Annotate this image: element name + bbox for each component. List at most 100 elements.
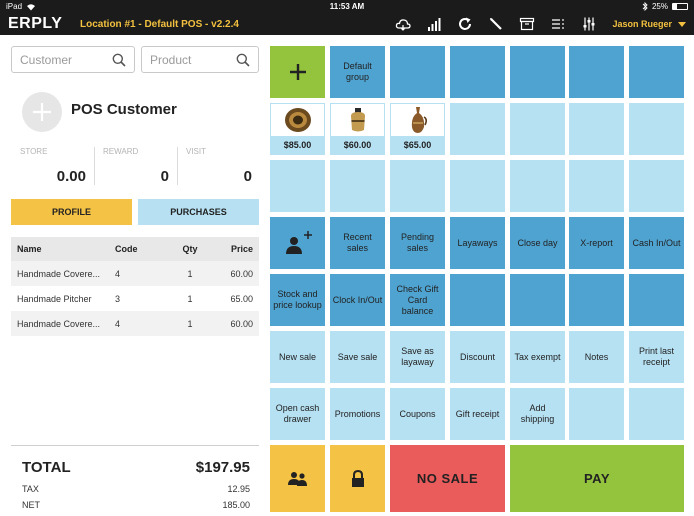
customer-search[interactable]	[11, 46, 135, 73]
stock-lookup-button[interactable]: Stock and price lookup	[270, 274, 325, 326]
table-row[interactable]: Handmade Pitcher 3 1 65.00	[11, 286, 259, 311]
product-tile-jar[interactable]: $60.00	[330, 103, 385, 155]
col-code: Code	[109, 237, 169, 261]
app-header: ERPLY Location #1 - Default POS - v2.2.4	[0, 13, 694, 35]
settings-icon[interactable]	[580, 15, 598, 33]
net-label: NET	[22, 500, 40, 510]
promotions-button[interactable]: Promotions	[330, 388, 385, 440]
tax-label: TAX	[22, 484, 39, 494]
archive-icon[interactable]	[518, 15, 536, 33]
lock-icon	[351, 469, 364, 487]
empty-tile	[510, 103, 565, 155]
visit-label: VISIT	[186, 147, 207, 156]
new-sale-button[interactable]: New sale	[270, 331, 325, 383]
save-layaway-button[interactable]: Save as layaway	[390, 331, 445, 383]
total-row: TOTAL $197.95	[22, 459, 250, 476]
refresh-icon[interactable]	[456, 15, 474, 33]
ios-status-bar: iPad 11:53 AM 25%	[0, 0, 694, 13]
empty-tile	[629, 388, 684, 440]
list-icon[interactable]	[549, 15, 567, 33]
tax-exempt-button[interactable]: Tax exempt	[510, 331, 565, 383]
product-search-input[interactable]	[150, 52, 236, 67]
row-code: 4	[109, 261, 169, 286]
divider	[11, 445, 259, 446]
total-label: TOTAL	[22, 459, 71, 476]
row-price: 65.00	[230, 293, 253, 304]
empty-tile	[569, 388, 624, 440]
row-price: 60.00	[211, 311, 259, 336]
function-grid: Default group $85.00 $60.00 $65.00	[270, 46, 686, 512]
empty-tile	[450, 46, 505, 98]
reward-points: REWARD 0	[94, 147, 177, 185]
product-search[interactable]	[141, 46, 259, 73]
row-name: Handmade Covere...	[11, 311, 109, 336]
chevron-down-icon	[678, 21, 686, 27]
table-row[interactable]: Handmade Covere... 4 1 60.00	[11, 261, 259, 286]
add-customer-button[interactable]	[270, 217, 325, 269]
clock-in-out-button[interactable]: Clock In/Out	[330, 274, 385, 326]
pay-button[interactable]: PAY	[510, 445, 684, 512]
erply-logo: ERPLY	[8, 15, 63, 32]
add-shipping-button[interactable]: Add shipping	[510, 388, 565, 440]
battery-icon	[672, 3, 688, 10]
tax-row: TAX 12.95	[22, 484, 250, 494]
recent-sales-button[interactable]: Recent sales	[330, 217, 385, 269]
search-icon[interactable]	[236, 53, 250, 67]
empty-tile	[510, 160, 565, 212]
user-name: Jason Rueger	[612, 19, 672, 29]
pitcher-icon	[391, 104, 444, 136]
col-name: Name	[11, 237, 109, 261]
empty-tile	[510, 274, 565, 326]
purchases-button[interactable]: PURCHASES	[138, 199, 259, 225]
open-cash-drawer-button[interactable]: Open cash drawer	[270, 388, 325, 440]
add-product-button[interactable]	[270, 46, 325, 98]
row-name: Handmade Pitcher	[17, 293, 92, 304]
empty-tile	[569, 103, 624, 155]
coupons-button[interactable]: Coupons	[390, 388, 445, 440]
profile-button[interactable]: PROFILE	[11, 199, 132, 225]
cart-header-row: Name Code Qty Price	[11, 237, 259, 261]
x-report-button[interactable]: X-report	[569, 217, 624, 269]
cash-in-out-button[interactable]: Cash In/Out	[629, 217, 684, 269]
customer-search-input[interactable]	[20, 52, 112, 67]
lock-button[interactable]	[330, 445, 385, 512]
reward-label: REWARD	[103, 147, 139, 156]
signal-icon[interactable]	[425, 15, 443, 33]
cloud-icon[interactable]	[394, 15, 412, 33]
notes-button[interactable]: Notes	[569, 331, 624, 383]
search-icon[interactable]	[112, 53, 126, 67]
edit-icon[interactable]	[487, 15, 505, 33]
row-code: 4	[109, 311, 169, 336]
default-group-button[interactable]: Default group	[330, 46, 385, 98]
product-tile-pitcher[interactable]: $65.00	[390, 103, 445, 155]
close-day-button[interactable]: Close day	[510, 217, 565, 269]
jar-icon	[331, 104, 384, 136]
pending-sales-button[interactable]: Pending sales	[390, 217, 445, 269]
user-menu[interactable]: Jason Rueger	[612, 19, 686, 29]
cart-table: Name Code Qty Price Handmade Covere... 4…	[11, 237, 259, 336]
gift-receipt-button[interactable]: Gift receipt	[450, 388, 505, 440]
row-name: Handmade Covere...	[11, 261, 109, 286]
plus-icon	[289, 64, 306, 80]
col-price: Price	[211, 237, 259, 261]
print-receipt-button[interactable]: Print last receipt	[629, 331, 684, 383]
total-value: $197.95	[195, 459, 250, 476]
customers-button[interactable]	[270, 445, 325, 512]
plate-icon	[271, 104, 324, 136]
layaways-button[interactable]: Layaways	[450, 217, 505, 269]
empty-tile	[629, 160, 684, 212]
discount-button[interactable]: Discount	[450, 331, 505, 383]
avatar[interactable]	[22, 92, 62, 132]
product-tile-plate[interactable]: $85.00	[270, 103, 325, 155]
empty-tile	[450, 274, 505, 326]
users-icon	[287, 471, 307, 486]
add-user-icon	[285, 231, 312, 254]
gift-card-balance-button[interactable]: Check Gift Card balance	[390, 274, 445, 326]
table-row[interactable]: Handmade Covere... 4 1 60.00	[11, 311, 259, 336]
battery-percent: 25%	[651, 2, 668, 11]
empty-tile	[569, 46, 624, 98]
save-sale-button[interactable]: Save sale	[330, 331, 385, 383]
no-sale-button[interactable]: NO SALE	[390, 445, 505, 512]
row-code: 3	[115, 293, 121, 304]
